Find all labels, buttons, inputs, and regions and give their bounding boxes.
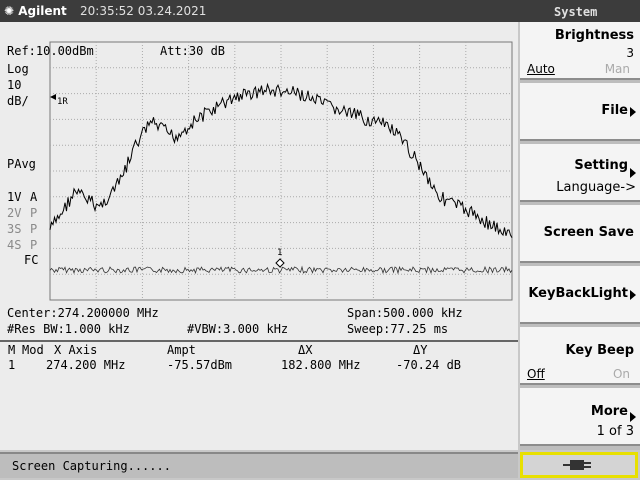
table-header: M xyxy=(8,343,16,357)
softkey-label: More xyxy=(590,404,628,419)
table-cell: 274.200 MHz xyxy=(46,358,126,372)
softkey[interactable]: More 1 of 3 xyxy=(520,388,640,446)
softkey-label: Screen Save xyxy=(543,225,634,240)
trace-4-mode: P xyxy=(30,238,38,252)
res-bw: #Res BW:1.000 kHz xyxy=(7,322,130,336)
datetime: 20:35:52 03.24.2021 xyxy=(80,4,207,18)
softkey[interactable]: File xyxy=(520,83,640,141)
softkey-label: File xyxy=(601,103,628,118)
table-cell: 1 xyxy=(8,358,16,372)
divider xyxy=(0,340,518,342)
softkey-label: KeyBackLight xyxy=(528,286,628,301)
trace-1-mode: A xyxy=(30,190,38,204)
trace-1-id: 1V xyxy=(7,190,22,204)
softkey-value: 3 xyxy=(626,46,634,60)
trace-noise xyxy=(49,265,513,275)
marker-tag: 1R xyxy=(57,97,68,107)
brand: ✺ Agilent xyxy=(4,4,67,18)
table-header: ΔX xyxy=(298,343,313,357)
option: On xyxy=(612,367,630,381)
trace-4-id: 4S xyxy=(7,238,22,252)
span: Span:500.000 kHz xyxy=(347,306,463,320)
status-text: Screen Capturing...... xyxy=(12,459,171,473)
table-cell: 182.800 MHz xyxy=(281,358,361,372)
softkey-panel: Brightness 3 Auto Man File Setting Langu… xyxy=(520,22,640,450)
table-header: Mod xyxy=(22,343,44,357)
table-header: ΔY xyxy=(413,343,428,357)
softkey-label: Key Beep xyxy=(565,343,634,358)
softkey[interactable]: Brightness 3 Auto Man xyxy=(520,22,640,80)
scale-unit: dB/ xyxy=(7,94,29,108)
softkey-label: Setting xyxy=(574,158,628,173)
table-cell: -70.24 dB xyxy=(396,358,462,372)
graticule xyxy=(49,41,513,301)
brand-name: Agilent xyxy=(18,4,67,18)
capture-indicator xyxy=(520,452,638,478)
trace-2-mode: P xyxy=(30,206,38,220)
sweep: Sweep:77.25 ms xyxy=(347,322,449,336)
marker-diamond xyxy=(275,258,285,268)
option-selected: Off xyxy=(527,367,545,381)
table-cell: -75.57dBm xyxy=(167,358,233,372)
display: Ref:10.00dBm Att:30 dB Log 10 dB/ 1R PAv… xyxy=(0,22,518,450)
attenuation: Att:30 dB xyxy=(160,44,226,58)
softkey-sub: 1 of 3 xyxy=(596,424,634,439)
center-freq: Center:274.200000 MHz xyxy=(7,306,159,320)
softkey[interactable]: Screen Save xyxy=(520,205,640,263)
table-header: Ampt xyxy=(167,343,196,357)
ref-arrow xyxy=(50,94,56,100)
title-bar: ✺ Agilent 20:35:52 03.24.2021 System xyxy=(0,0,640,22)
scale-type: Log xyxy=(7,62,29,76)
mode: System xyxy=(554,5,598,19)
ref-level: Ref:10.00dBm xyxy=(7,44,94,58)
trace-3-mode: P xyxy=(30,222,38,236)
trace-average xyxy=(49,82,513,239)
trace-2-id: 2V xyxy=(7,206,22,220)
option-selected: Auto xyxy=(527,62,555,76)
softkey[interactable]: KeyBackLight xyxy=(520,266,640,324)
softkey-label: Brightness xyxy=(554,28,634,43)
marker-label: 1 xyxy=(277,248,283,258)
icon-body xyxy=(570,460,584,470)
pavg: PAvg xyxy=(7,157,36,171)
status-bar: Screen Capturing...... xyxy=(0,452,518,478)
table-header: X Axis xyxy=(54,343,98,357)
option: Man xyxy=(604,62,630,76)
trace-3-id: 3S xyxy=(7,222,22,236)
vbw: #VBW:3.000 kHz xyxy=(187,322,289,336)
softkey-sub: Language-> xyxy=(556,180,636,195)
softkey[interactable]: Setting Language-> xyxy=(520,144,640,202)
scale-value: 10 xyxy=(7,78,22,92)
capture-icon xyxy=(563,460,591,470)
softkey[interactable]: Key Beep Off On xyxy=(520,327,640,385)
fc: FC xyxy=(24,253,39,267)
